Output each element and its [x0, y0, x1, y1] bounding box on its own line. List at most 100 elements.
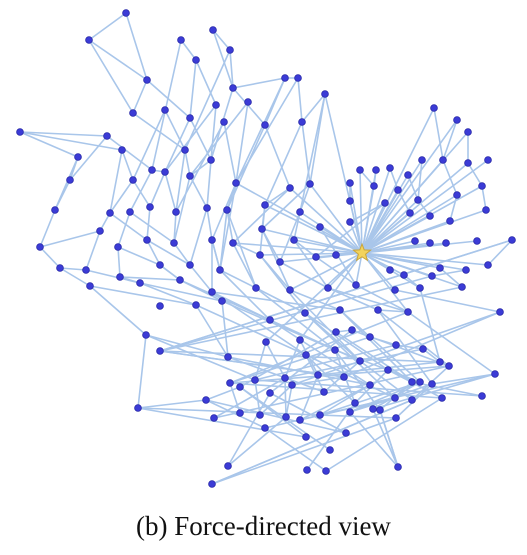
- graph-edge: [293, 239, 329, 289]
- graph-edge: [206, 207, 213, 241]
- graph-edge: [39, 209, 56, 248]
- graph-edge: [299, 93, 326, 213]
- graph-node: [342, 429, 350, 437]
- graph-node: [394, 186, 402, 194]
- graph-node: [290, 236, 298, 244]
- graph-node: [331, 346, 339, 354]
- graph-edge: [189, 264, 213, 293]
- graph-node: [332, 328, 340, 336]
- graph-edge: [19, 131, 79, 158]
- graph-node: [408, 396, 416, 404]
- graph-node: [298, 118, 306, 126]
- graph-node: [478, 392, 486, 400]
- graph-edge: [164, 117, 191, 173]
- graph-edge: [232, 242, 363, 254]
- graph-edge: [264, 121, 303, 206]
- graph-edge: [132, 79, 148, 114]
- graph-edge: [232, 242, 261, 256]
- graph-edge: [407, 311, 496, 375]
- graph-edge: [361, 240, 478, 254]
- graph-edge: [212, 29, 234, 89]
- graph-edge: [132, 179, 151, 208]
- graph-edge: [361, 252, 433, 277]
- graph-edge: [195, 304, 307, 356]
- graph-node: [482, 206, 490, 214]
- graph-node: [426, 212, 434, 220]
- graph-edge: [417, 159, 423, 201]
- graph-edge: [293, 239, 363, 254]
- graph-edge: [315, 202, 386, 258]
- graph-edge: [369, 336, 397, 346]
- graph-edge: [59, 267, 87, 271]
- graph-edge: [146, 206, 151, 241]
- graph-edge: [117, 246, 121, 278]
- graph-node: [148, 166, 156, 174]
- graph-edge: [297, 77, 303, 123]
- graph-edge: [284, 377, 287, 418]
- graph-edge: [235, 77, 299, 184]
- graph-edge: [129, 169, 153, 213]
- graph-node: [224, 353, 232, 361]
- graph-node: [392, 414, 400, 422]
- graph-edge: [395, 344, 424, 350]
- graph-edge: [195, 304, 229, 358]
- graph-edge: [89, 285, 147, 336]
- graph-node: [261, 424, 269, 432]
- graph-edge: [361, 209, 487, 254]
- graph-node: [436, 264, 444, 272]
- graph-edge: [265, 341, 286, 379]
- graph-edge: [132, 112, 186, 151]
- graph-node: [236, 383, 244, 391]
- graph-edge: [261, 228, 291, 291]
- graph-node: [301, 309, 309, 317]
- graph-edge: [264, 187, 291, 206]
- graph-nodes: [16, 9, 516, 488]
- graph-node: [288, 381, 296, 389]
- graph-edge: [411, 381, 483, 397]
- graph-edge: [285, 384, 293, 418]
- graph-node: [316, 223, 324, 231]
- graph-edge: [121, 149, 134, 181]
- graph-node: [326, 446, 334, 454]
- graph-node: [262, 338, 270, 346]
- graph-node: [236, 409, 244, 417]
- graph-edge: [19, 131, 123, 151]
- graph-node: [346, 408, 354, 416]
- graph-edge: [211, 291, 341, 311]
- graph-edge: [301, 93, 326, 123]
- graph-edge: [372, 408, 399, 468]
- graph-node: [286, 184, 294, 192]
- graph-node: [296, 208, 304, 216]
- graph-edge: [211, 291, 271, 321]
- graph-edge: [254, 344, 397, 381]
- graph-node: [186, 114, 194, 122]
- graph-edge: [304, 312, 389, 371]
- graph-edge: [442, 159, 458, 196]
- graph-node: [386, 266, 394, 274]
- graph-node: [126, 208, 134, 216]
- graph-edge: [361, 215, 431, 254]
- graph-node: [16, 128, 24, 136]
- graph-node: [478, 182, 486, 190]
- graph-node: [321, 90, 329, 98]
- graph-edge: [289, 252, 363, 291]
- graph-edge: [397, 189, 411, 214]
- graph-node: [484, 156, 492, 164]
- graph-node: [172, 208, 180, 216]
- graph-node: [170, 239, 178, 247]
- graph-node: [281, 74, 289, 82]
- graph-node: [351, 399, 359, 407]
- graph-node: [56, 264, 64, 272]
- graph-node: [464, 159, 472, 167]
- graph-edge: [211, 399, 413, 485]
- graph-edge: [195, 59, 217, 106]
- graph-node: [192, 301, 200, 309]
- graph-edge: [173, 175, 191, 244]
- hub-node: [352, 242, 372, 262]
- graph-edge: [189, 101, 249, 177]
- graph-node: [161, 106, 169, 114]
- graph-node: [453, 116, 461, 124]
- graph-edge: [293, 211, 301, 241]
- graph-edge: [232, 187, 291, 244]
- graph-edge: [442, 119, 458, 161]
